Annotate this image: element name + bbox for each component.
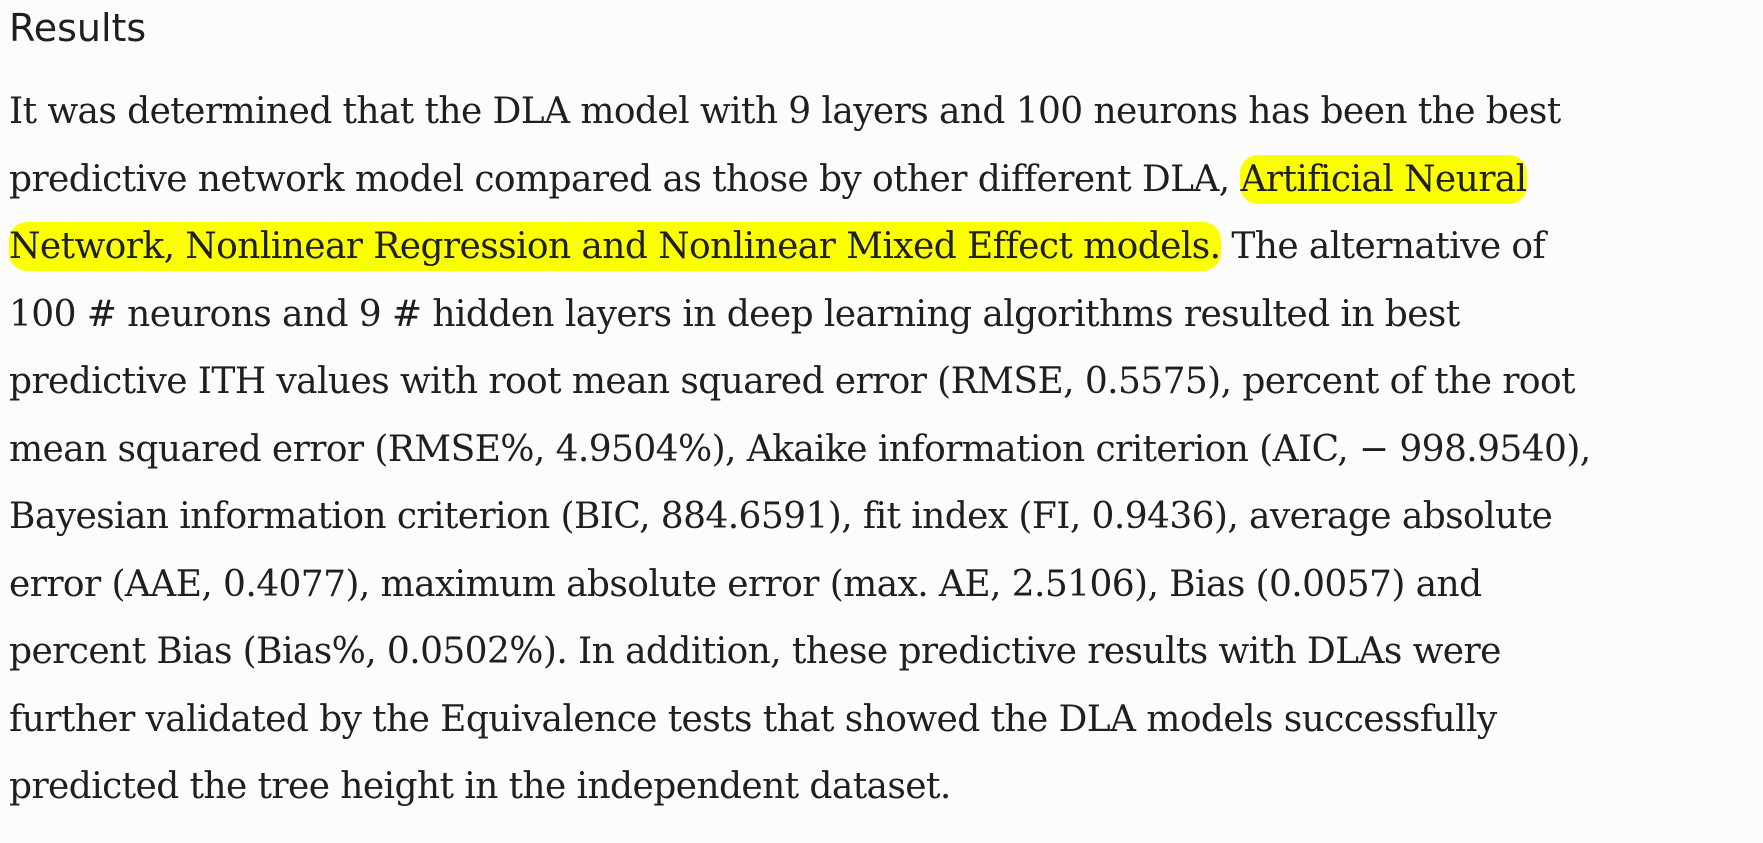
paragraph-line: percent Bias (Bias%, 0.0502%). In additi… — [9, 631, 1501, 672]
line-text: The alternative of — [1220, 226, 1546, 267]
paragraph-line: predicted the tree height in the indepen… — [9, 766, 951, 807]
highlighted-text: Network, Nonlinear Regression and Nonlin… — [9, 222, 1221, 271]
paragraph-line: error (AAE, 0.4077), maximum absolute er… — [9, 563, 1482, 605]
paragraph-line: 100 # neurons and 9 # hidden layers in d… — [9, 293, 1460, 335]
paragraph-line: It was determined that the DLA model wit… — [9, 91, 1561, 132]
paragraph-line: further validated by the Equivalence tes… — [9, 698, 1497, 740]
line-text: predictive network model compared as tho… — [9, 158, 1241, 200]
paragraph-line: predictive network model compared as tho… — [9, 146, 1763, 214]
results-paragraph: It was determined that the DLA model wit… — [9, 78, 1763, 821]
paragraph-line: Bayesian information criterion (BIC, 884… — [9, 496, 1553, 537]
section-heading: Results — [9, 6, 147, 50]
highlighted-text: Artificial Neural — [1240, 154, 1527, 204]
paragraph-line: predictive ITH values with root mean squ… — [9, 361, 1576, 402]
paragraph-line: Network, Nonlinear Regression and Nonlin… — [9, 213, 1763, 281]
paragraph-line: mean squared error (RMSE%, 4.9504%), Aka… — [9, 428, 1591, 470]
